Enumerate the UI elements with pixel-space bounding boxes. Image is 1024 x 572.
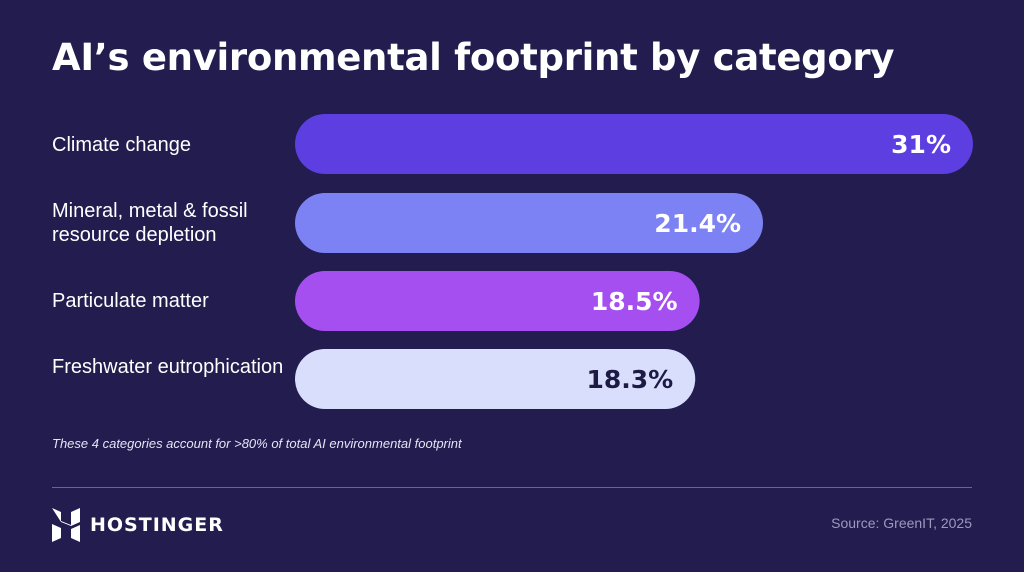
bar-resource-depletion [295, 193, 764, 253]
category-label-particulate-matter: Particulate matter [52, 290, 209, 312]
hostinger-logo-icon [52, 508, 80, 542]
value-label-climate-change: 31% [891, 130, 951, 159]
source-note: Source: GreenIT, 2025 [831, 515, 972, 531]
bar-climate-change [295, 114, 973, 174]
value-label-freshwater-eutrophication: 18.3% [587, 365, 674, 394]
category-label-freshwater-eutrophication: Freshwater eutrophication [52, 356, 284, 378]
chart-title: AI’s environmental footprint by category [52, 36, 895, 79]
bar-chart: 31% 21.4% 18.5% 18.3% [295, 114, 973, 409]
footnote: These 4 categories account for >80% of t… [52, 436, 462, 451]
bar-particulate-matter [295, 271, 700, 331]
divider [52, 487, 972, 488]
value-label-particulate-matter: 18.5% [591, 287, 678, 316]
category-label-resource-depletion: Mineral, metal & fossil resource depleti… [52, 200, 248, 246]
value-label-resource-depletion: 21.4% [654, 209, 741, 238]
brand-name: HOSTINGER [90, 514, 224, 536]
bar-freshwater-eutrophication [295, 349, 696, 409]
category-label-climate-change: Climate change [52, 134, 191, 156]
brand-logo: HOSTINGER [52, 508, 224, 542]
